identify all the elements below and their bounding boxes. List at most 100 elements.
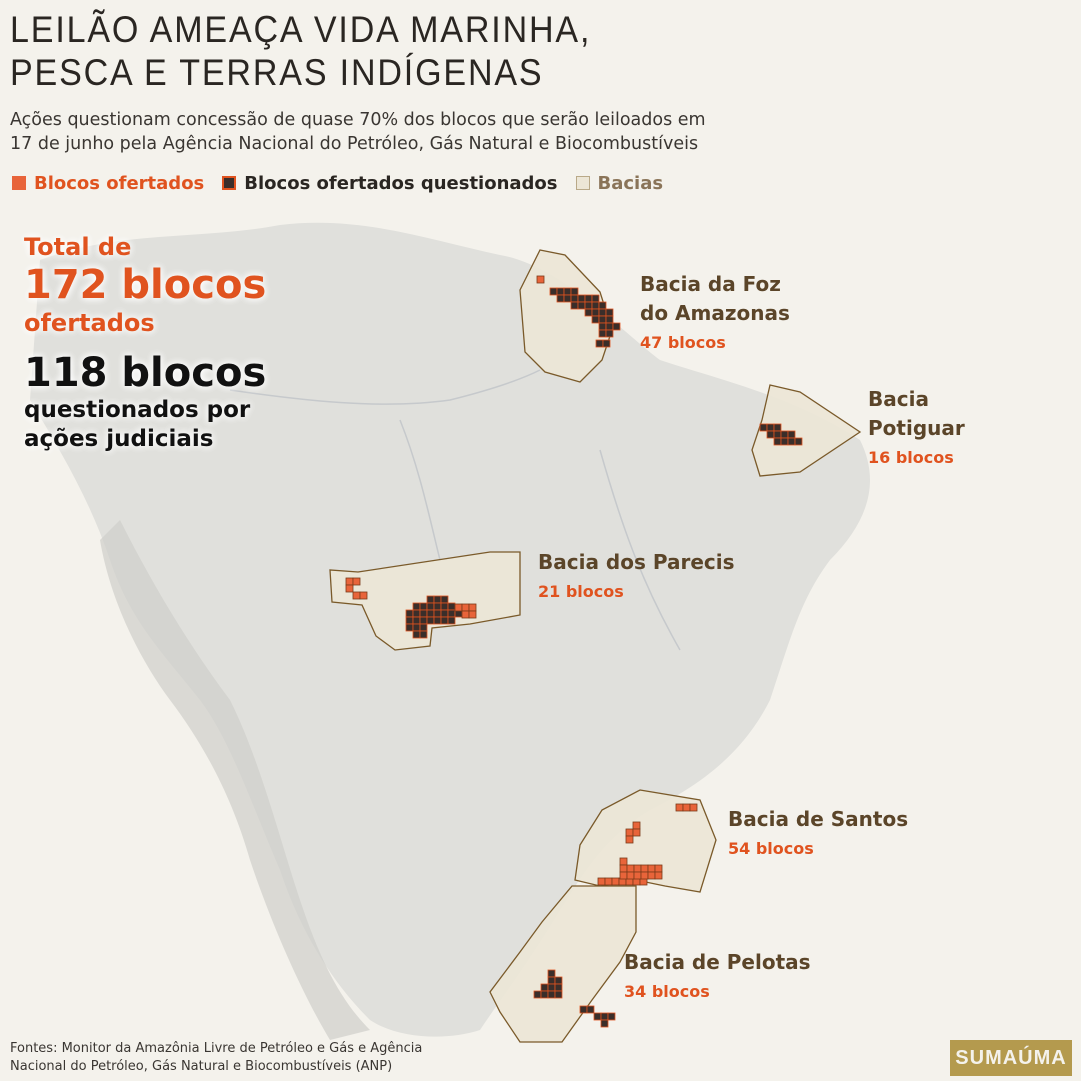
block [632,821,641,830]
summary-text: ações judiciais [24,426,214,452]
legend: Blocos ofertados Blocos ofertados questi… [12,173,663,194]
river [399,419,441,561]
block [625,835,634,844]
block [640,871,649,880]
block [602,339,611,348]
block [640,864,649,873]
block [540,983,549,992]
block [426,595,435,604]
block [447,602,456,611]
summary-text: ofertados [24,309,155,337]
basin-count: 47 blocos [640,333,726,352]
block [440,609,449,618]
basin-count: 16 blocos [868,448,954,467]
block [440,595,449,604]
legend-label: Blocos ofertados questionados [244,173,558,194]
block [405,609,414,618]
block [536,275,545,284]
block [461,610,470,619]
block [626,864,635,873]
legend-swatch [222,176,237,190]
block [598,329,607,338]
block [584,301,593,310]
block [591,308,600,317]
block [577,301,586,310]
block [563,294,572,303]
basin-label: Bacia da Foz do Amazonas 47 blocos [640,270,790,357]
basin-label: Bacia dos Parecis 21 blocos [538,548,735,606]
block [584,294,593,303]
block [419,609,428,618]
block [619,864,628,873]
legend-swatch [12,176,26,190]
block [447,609,456,618]
basin-count: 21 blocos [538,582,624,601]
block [547,976,556,985]
block [598,322,607,331]
subtitle-line: 17 de junho pela Agência Nacional do Pet… [10,134,699,154]
block [598,315,607,324]
basin-name: do Amazonas [640,301,790,325]
block [447,616,456,625]
block [533,990,542,999]
block [563,287,572,296]
summary-text: Total de [24,233,132,261]
block [345,584,354,593]
block [584,308,593,317]
source-line: Fontes: Monitor da Amazônia Livre de Pet… [10,1041,423,1056]
block [633,871,642,880]
block [654,864,663,873]
block [412,623,421,632]
block [433,616,442,625]
block [597,877,606,886]
block [600,1019,609,1028]
block [554,990,563,999]
block [600,1012,609,1021]
basin-count: 54 blocos [728,839,814,858]
block [766,430,775,439]
block [426,609,435,618]
block [619,871,628,880]
legend-item: Blocos ofertados questionados [222,173,558,194]
block [759,423,768,432]
block [426,602,435,611]
block [433,602,442,611]
summary-questioned: 118 blocos [24,350,267,396]
block [570,301,579,310]
block [682,803,691,812]
block [540,990,549,999]
block [593,1012,602,1021]
basin-name: Bacia de Pelotas [624,950,811,974]
block [780,430,789,439]
block [647,871,656,880]
block [468,610,477,619]
block [547,969,556,978]
block [433,609,442,618]
block [440,616,449,625]
legend-label: Blocos ofertados [34,173,205,194]
block [570,294,579,303]
continent [30,222,870,1037]
block [359,591,368,600]
block [780,437,789,446]
basin-count: 34 blocos [624,982,710,1001]
block [433,595,442,604]
legend-label: Bacias [597,173,664,194]
block [675,803,684,812]
block [787,430,796,439]
block [626,871,635,880]
block [766,423,775,432]
block [625,828,634,837]
block [454,603,463,612]
legend-swatch [575,176,590,190]
block [556,294,565,303]
block [689,803,698,812]
block [605,315,614,324]
block [345,577,354,586]
title-line: PESCA E TERRAS INDÍGENAS [10,52,544,93]
basin-name: Bacia dos Parecis [538,550,735,574]
block [773,430,782,439]
block [598,308,607,317]
